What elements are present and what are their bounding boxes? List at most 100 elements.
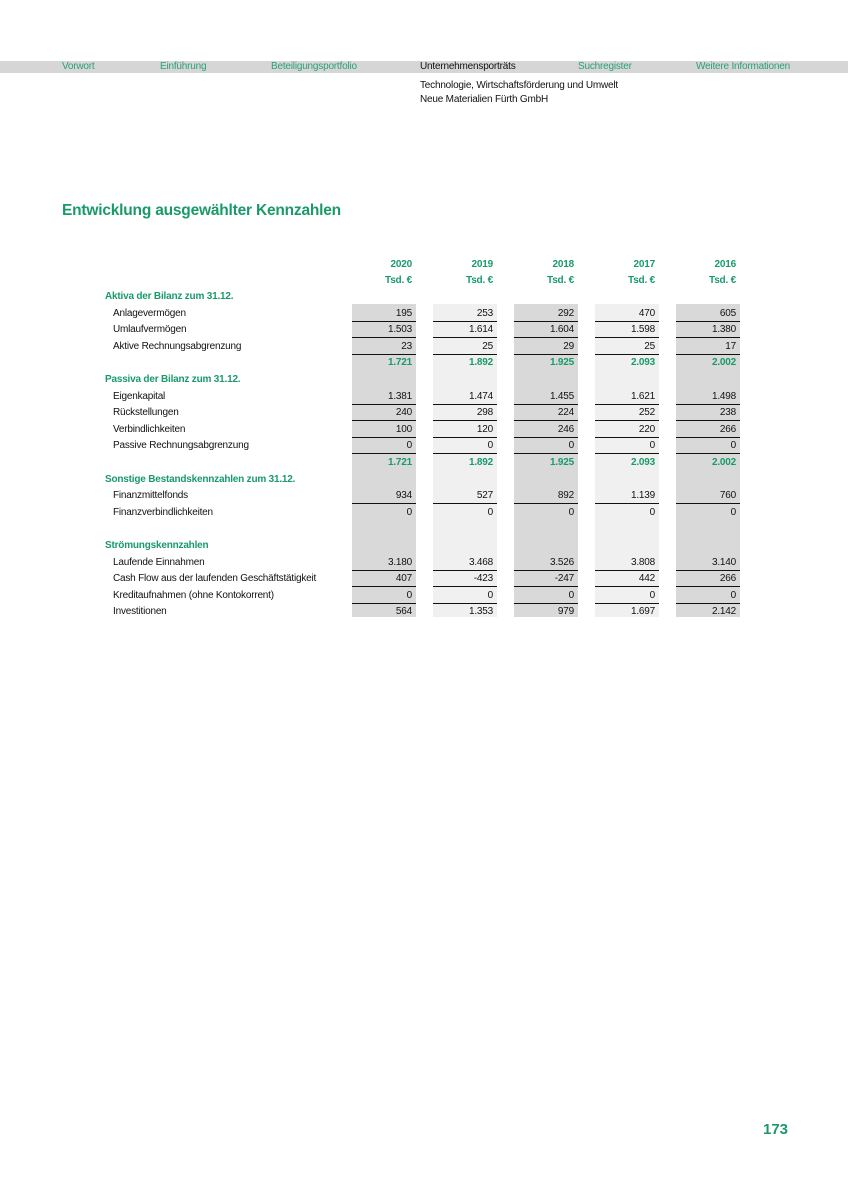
cell-value: 0 (649, 506, 656, 518)
row-label: Rückstellungen (113, 407, 179, 419)
row-label: Finanzverbindlichkeiten (113, 506, 213, 518)
page-number: 173 (763, 1121, 789, 1138)
nav-unternehmensportraets[interactable]: Unternehmensporträts (420, 61, 516, 72)
row-label: Finanzmittelfonds (113, 490, 188, 502)
row-label: Passive Rechnungsabgrenzung (113, 440, 249, 452)
cell-value: 3.140 (711, 556, 736, 568)
nav-beteiligungsportfolio[interactable]: Beteiligungsportfolio (271, 61, 357, 72)
cell-value: 1.380 (711, 324, 736, 336)
cell-value: 0 (649, 589, 656, 601)
row-underline (676, 503, 740, 505)
row-underline (595, 602, 659, 604)
row-label: Laufende Einnahmen (113, 556, 205, 568)
row-underline (433, 436, 497, 438)
cell-value: 0 (568, 440, 575, 452)
row-underline (352, 353, 416, 355)
row-label: Umlaufvermögen (113, 324, 187, 336)
column-shading-2020 (352, 304, 416, 617)
row-label: Verbindlichkeiten (113, 423, 186, 435)
cell-value: 0 (406, 589, 413, 601)
row-underline (595, 403, 659, 405)
row-underline (514, 420, 578, 422)
total-value: 1.925 (549, 457, 574, 468)
row-underline (433, 403, 497, 405)
cell-value: 0 (487, 440, 494, 452)
row-underline (352, 320, 416, 322)
row-underline (433, 420, 497, 422)
row-underline (352, 403, 416, 405)
cell-value: 0 (406, 506, 413, 518)
row-underline (595, 337, 659, 339)
cell-value: 29 (563, 340, 574, 352)
cell-value: 407 (395, 573, 412, 585)
row-underline (676, 353, 740, 355)
unit-header: Tsd. € (466, 275, 493, 286)
cell-value: 1.139 (630, 490, 655, 502)
row-underline (514, 453, 578, 455)
cell-value: 0 (487, 506, 494, 518)
cell-value: 564 (395, 606, 412, 618)
row-underline (433, 337, 497, 339)
cell-value: 1.598 (630, 324, 655, 336)
breadcrumb-company: Neue Materialien Fürth GmbH (420, 94, 548, 105)
unit-header: Tsd. € (628, 275, 655, 286)
row-underline (352, 436, 416, 438)
row-underline (433, 586, 497, 588)
nav-suchregister[interactable]: Suchregister (578, 61, 632, 72)
cell-value: 1.503 (387, 324, 412, 336)
cell-value: 3.808 (630, 556, 655, 568)
row-underline (676, 453, 740, 455)
section-heading: Aktiva der Bilanz zum 31.12. (105, 291, 234, 302)
total-value: 2.093 (630, 457, 655, 468)
row-underline (514, 320, 578, 322)
cell-value: 0 (487, 589, 494, 601)
row-underline (352, 337, 416, 339)
cell-value: 120 (476, 423, 493, 435)
row-underline (352, 586, 416, 588)
cell-value: 25 (644, 340, 655, 352)
unit-header: Tsd. € (547, 275, 574, 286)
cell-value: 892 (557, 490, 574, 502)
nav-weitere-informationen[interactable]: Weitere Informationen (696, 61, 790, 72)
row-underline (676, 436, 740, 438)
cell-value: 246 (557, 423, 574, 435)
cell-value: 3.180 (387, 556, 412, 568)
row-label: Anlagevermögen (113, 307, 186, 319)
cell-value: 0 (568, 589, 575, 601)
total-value: 2.093 (630, 357, 655, 369)
cell-value: 1.455 (549, 390, 574, 402)
cell-value: 23 (401, 340, 412, 352)
cell-value: 1.697 (630, 606, 655, 618)
page-title: Entwicklung ausgewählter Kennzahlen (62, 202, 341, 219)
row-label: Eigenkapital (113, 390, 166, 402)
cell-value: 1.621 (630, 390, 655, 402)
cell-value: 298 (476, 407, 493, 419)
total-value: 1.721 (387, 357, 412, 369)
total-value: 1.721 (387, 457, 412, 468)
row-underline (514, 436, 578, 438)
column-shading-2016 (676, 304, 740, 617)
year-header: 2016 (714, 259, 737, 270)
row-underline (514, 602, 578, 604)
row-underline (433, 320, 497, 322)
cell-value: 1.604 (549, 324, 574, 336)
row-underline (352, 602, 416, 604)
cell-value: 934 (395, 490, 412, 502)
row-underline (595, 353, 659, 355)
row-underline (433, 503, 497, 505)
cell-value: 0 (730, 440, 737, 452)
cell-value: 0 (406, 440, 413, 452)
row-underline (676, 586, 740, 588)
row-underline (433, 353, 497, 355)
nav-einfuehrung[interactable]: Einführung (160, 61, 207, 72)
row-underline (352, 453, 416, 455)
nav-vorwort[interactable]: Vorwort (62, 61, 95, 72)
row-underline (595, 569, 659, 571)
cell-value: 253 (476, 307, 493, 319)
cell-value: 605 (719, 307, 736, 319)
cell-value: 17 (725, 340, 736, 352)
cell-value: 1.474 (468, 390, 493, 402)
cell-value: 292 (557, 307, 574, 319)
cell-value: 240 (395, 407, 412, 419)
